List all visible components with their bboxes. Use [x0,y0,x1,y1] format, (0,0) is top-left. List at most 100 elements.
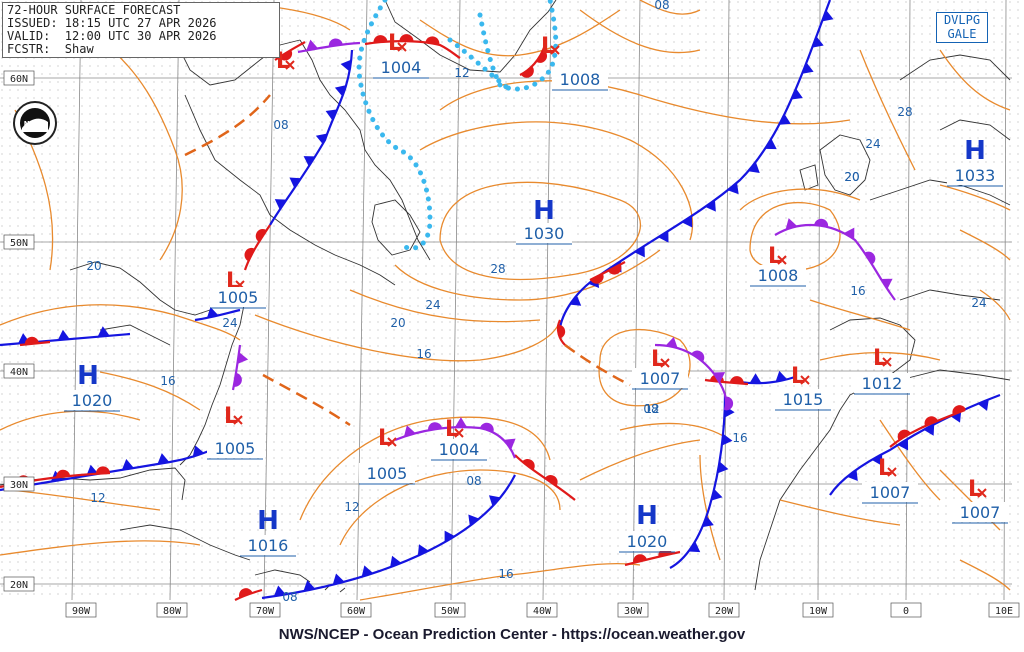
troughs [184,94,631,427]
isobar-label: 16 [160,374,175,388]
issued-time: ISSUED: 18:15 UTC 27 APR 2026 [7,16,217,30]
low-center-x [285,60,295,70]
high-pressure-value: 1020 [627,532,668,551]
warm-front-line [589,261,626,281]
cold-front-line [269,49,354,226]
front-triangle-mark [658,230,669,243]
isobar-label: 24 [971,296,986,310]
isobar-label: 24 [425,298,440,312]
warm-front-line [243,224,271,271]
high-pressure-box [240,535,296,555]
europe-coast [869,179,1011,301]
isobar-label: 12 [344,500,359,514]
longitude-label: 30W [624,606,643,617]
front-triangle-mark [775,370,788,382]
labrador-coast [299,39,431,261]
front-triangle-mark [361,565,374,577]
front-semicircle-mark [556,324,566,339]
high-pressure-value: 1020 [72,391,113,410]
developing-gale-box: DVLPG GALE [936,12,988,43]
front-semicircle-mark [864,251,876,265]
front-triangle-mark [748,162,760,174]
low-pressure-box [210,287,266,307]
mediterranean [899,369,1011,381]
front-triangle-mark [871,453,883,466]
noaa-logo: NOAA [13,101,57,145]
front-semicircle-mark [691,350,705,362]
front-triangle-mark [390,555,402,568]
high-pressure-box [516,223,572,243]
front-semicircle-mark [255,229,267,242]
front-triangle-mark [121,458,134,470]
front-triangle-mark [157,453,170,465]
front-semicircle-mark [590,273,604,284]
gale-line-2: GALE [947,27,977,41]
ice-edge [356,0,559,251]
front-semicircle-mark [729,376,744,384]
front-triangle-mark [802,62,814,74]
low-center-x [550,45,560,55]
isobar-label: 24 [222,316,237,330]
front-triangle-mark [325,109,338,121]
longitude-label: 20W [715,606,734,617]
warm-front-line [519,44,547,76]
isobar-label: 20 [844,170,859,184]
longitude-label: 90W [72,606,91,617]
front-triangle-mark [950,411,962,423]
lat-lon-grid [0,0,1012,601]
front-triangle-mark [417,544,429,556]
front-semicircle-mark [521,66,534,78]
low-pressure-value: 1007 [960,503,1001,522]
isobar-label: 16 [416,347,431,361]
front-semicircle-mark [428,422,443,431]
noaa-logo-text: NOAA [24,120,47,128]
low-pressure-box [775,389,831,409]
low-pressure-value: 1008 [560,70,601,89]
coastlines [0,0,1011,593]
low-pressure-value: 1007 [870,483,911,502]
high-symbol: H [964,136,986,166]
latitude-labels: 60N 50N 40N 30N 20N [3,70,35,592]
longitude-label: 10W [809,606,828,617]
front-semicircle-mark [536,49,548,63]
warm-front-line [704,378,749,386]
front-semicircle-mark [814,218,829,227]
isobar-label: 16 [498,567,513,581]
front-semicircle-mark [952,405,966,415]
occluded-front-line [231,344,242,391]
front-triangle-mark [237,352,249,365]
high-symbol: H [636,501,658,531]
front-semicircle-mark [425,36,440,45]
front-semicircle-mark [279,49,293,61]
front-triangle-mark [444,530,455,543]
longitude-labels: 90W 80W 70W 60W 50W 40W 30W 20W 10W 0 10E [65,602,1020,618]
front-triangle-mark [503,438,516,450]
front-triangle-mark [97,326,110,337]
low-center-x [660,358,670,368]
front-triangle-mark [880,278,893,290]
isobars [0,0,1011,601]
front-semicircle-mark [544,475,558,487]
isobar-label: 16 [850,284,865,298]
cold-front-line [739,375,796,385]
longitude-label: 0 [903,606,909,617]
isobar-label: 08 [282,590,297,604]
front-triangle-mark [192,445,205,457]
longitude-label: 70W [256,606,275,617]
low-center-x [777,255,787,265]
isobar-label: 28 [490,262,505,276]
front-triangle-mark [765,138,777,150]
front-semicircle-mark [24,336,39,345]
front-semicircle-mark [522,458,535,471]
front-semicircle-mark [608,264,622,275]
isobar-label: 12 [644,402,659,416]
latitude-label: 60N [10,74,28,85]
latitude-label: 50N [10,238,28,249]
longitude-label: 80W [163,606,182,617]
low-pressure-box [552,69,608,89]
